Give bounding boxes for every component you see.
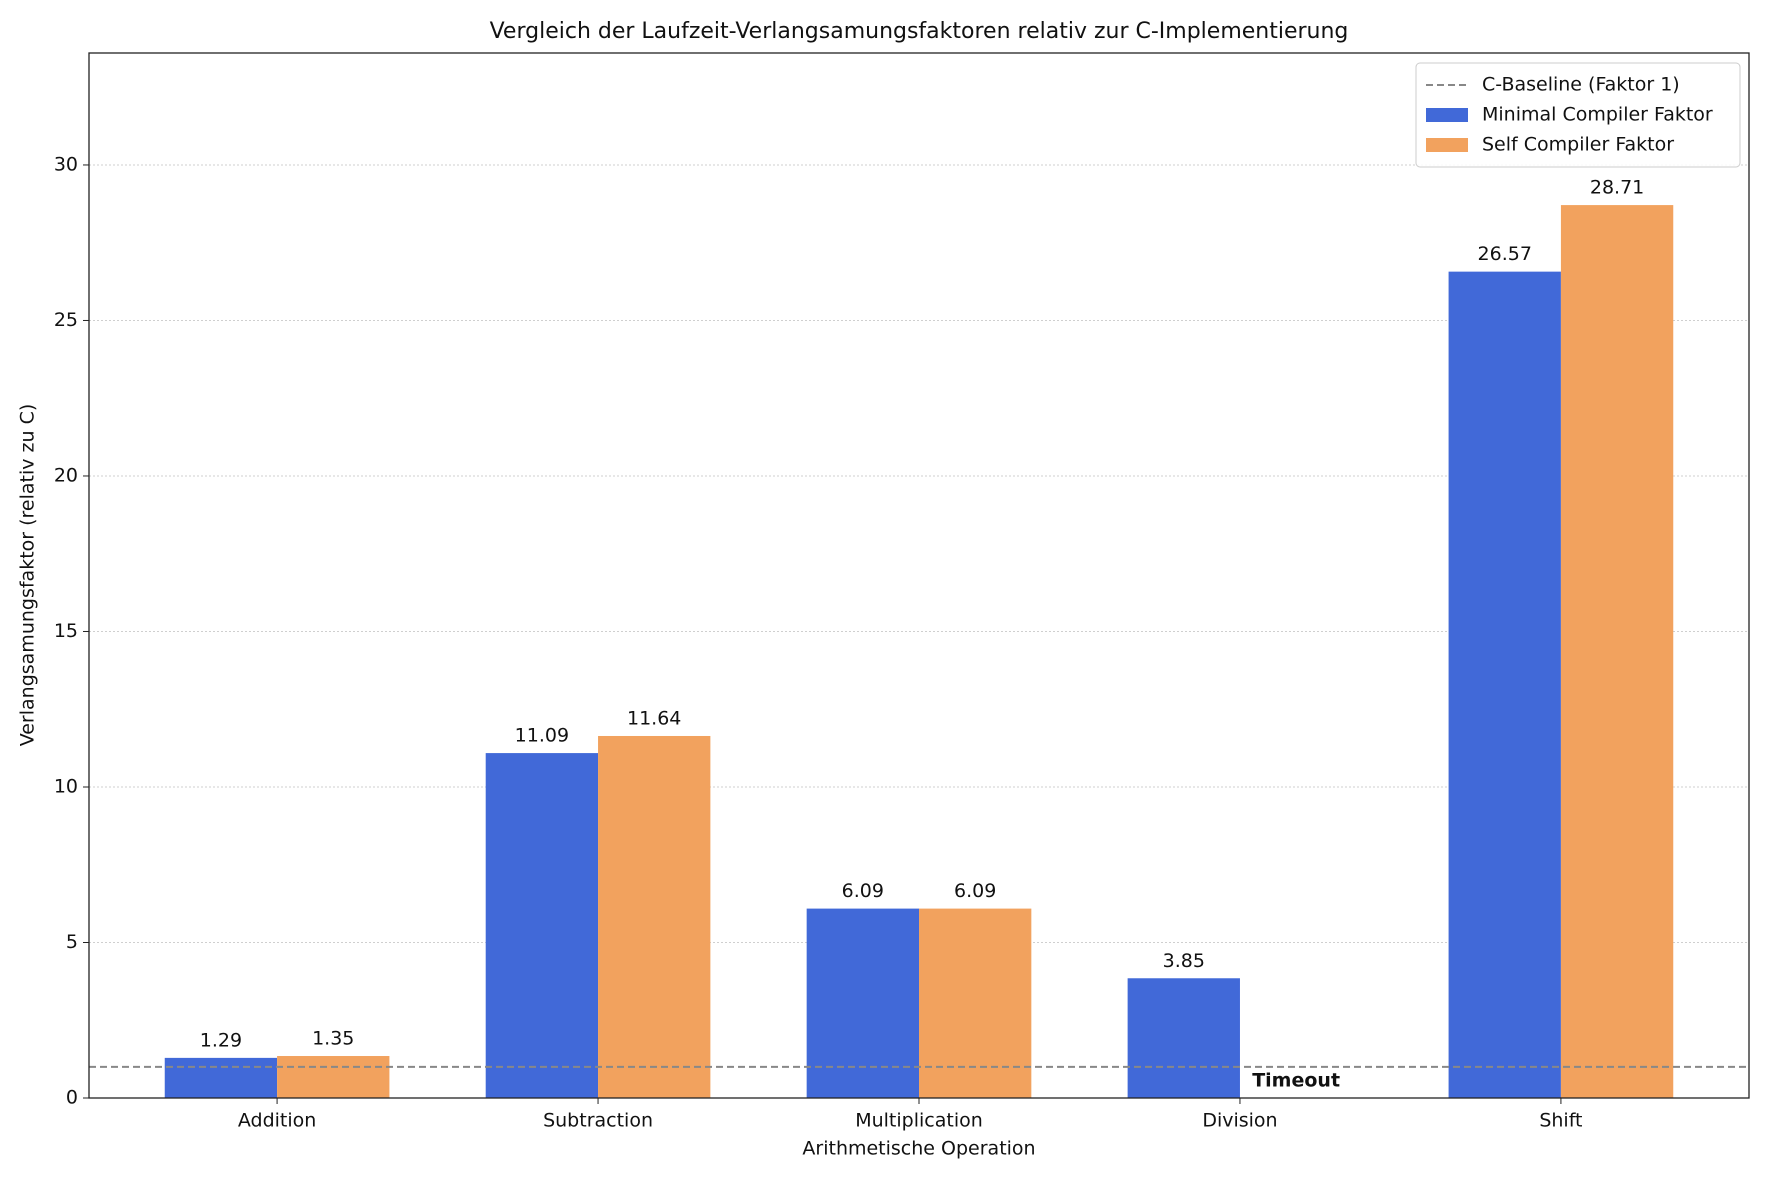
x-tick-label: Division bbox=[1202, 1110, 1277, 1132]
value-label: 1.35 bbox=[312, 1028, 354, 1050]
legend-box bbox=[1415, 62, 1741, 168]
y-axis-label: Verlangsamungsfaktor (relativ zu C) bbox=[17, 404, 39, 747]
y-tick-label: 30 bbox=[54, 153, 78, 175]
y-tick-label: 10 bbox=[54, 775, 78, 797]
x-tick-label: Addition bbox=[238, 1110, 316, 1132]
legend-label: C-Baseline (Faktor 1) bbox=[1482, 74, 1680, 96]
plot-frame bbox=[88, 52, 1750, 1099]
x-axis-label: Arithmetische Operation bbox=[802, 1138, 1035, 1160]
value-label: 28.71 bbox=[1590, 177, 1644, 199]
legend-label: Self Compiler Faktor bbox=[1482, 134, 1674, 156]
y-tick-label: 5 bbox=[66, 931, 78, 953]
value-label: 11.64 bbox=[627, 707, 681, 729]
bar bbox=[164, 1057, 278, 1098]
value-label: 6.09 bbox=[842, 880, 884, 902]
legend-swatch bbox=[1426, 108, 1468, 122]
y-tick-label: 0 bbox=[66, 1087, 78, 1109]
value-label: 1.29 bbox=[200, 1029, 242, 1051]
bar bbox=[1560, 205, 1674, 1098]
bar bbox=[598, 735, 711, 1098]
bar bbox=[1127, 978, 1240, 1098]
legend: C-Baseline (Faktor 1) Minimal Compiler Fa… bbox=[1415, 62, 1741, 168]
bar bbox=[806, 908, 919, 1098]
bar bbox=[919, 908, 1032, 1098]
chart-title: Vergleich der Laufzeit-Verlangsamungsfak… bbox=[490, 19, 1349, 44]
bar bbox=[277, 1056, 390, 1098]
value-label: 3.85 bbox=[1163, 950, 1205, 972]
x-tick-label: Subtraction bbox=[543, 1110, 653, 1132]
value-label: 26.57 bbox=[1478, 243, 1532, 265]
x-tick-label: Multiplication bbox=[855, 1110, 983, 1132]
y-tick-label: 20 bbox=[54, 464, 78, 486]
value-label: 6.09 bbox=[954, 880, 996, 902]
y-tick-label: 15 bbox=[54, 620, 78, 642]
annotation: Timeout bbox=[1252, 1070, 1340, 1092]
bar bbox=[1448, 271, 1561, 1098]
bar bbox=[485, 753, 599, 1098]
x-tick-label: Shift bbox=[1539, 1110, 1582, 1132]
legend-swatch bbox=[1426, 138, 1468, 152]
legend-label: Minimal Compiler Faktor bbox=[1482, 104, 1713, 126]
y-tick-label: 25 bbox=[54, 309, 78, 331]
value-label: 11.09 bbox=[515, 725, 569, 747]
